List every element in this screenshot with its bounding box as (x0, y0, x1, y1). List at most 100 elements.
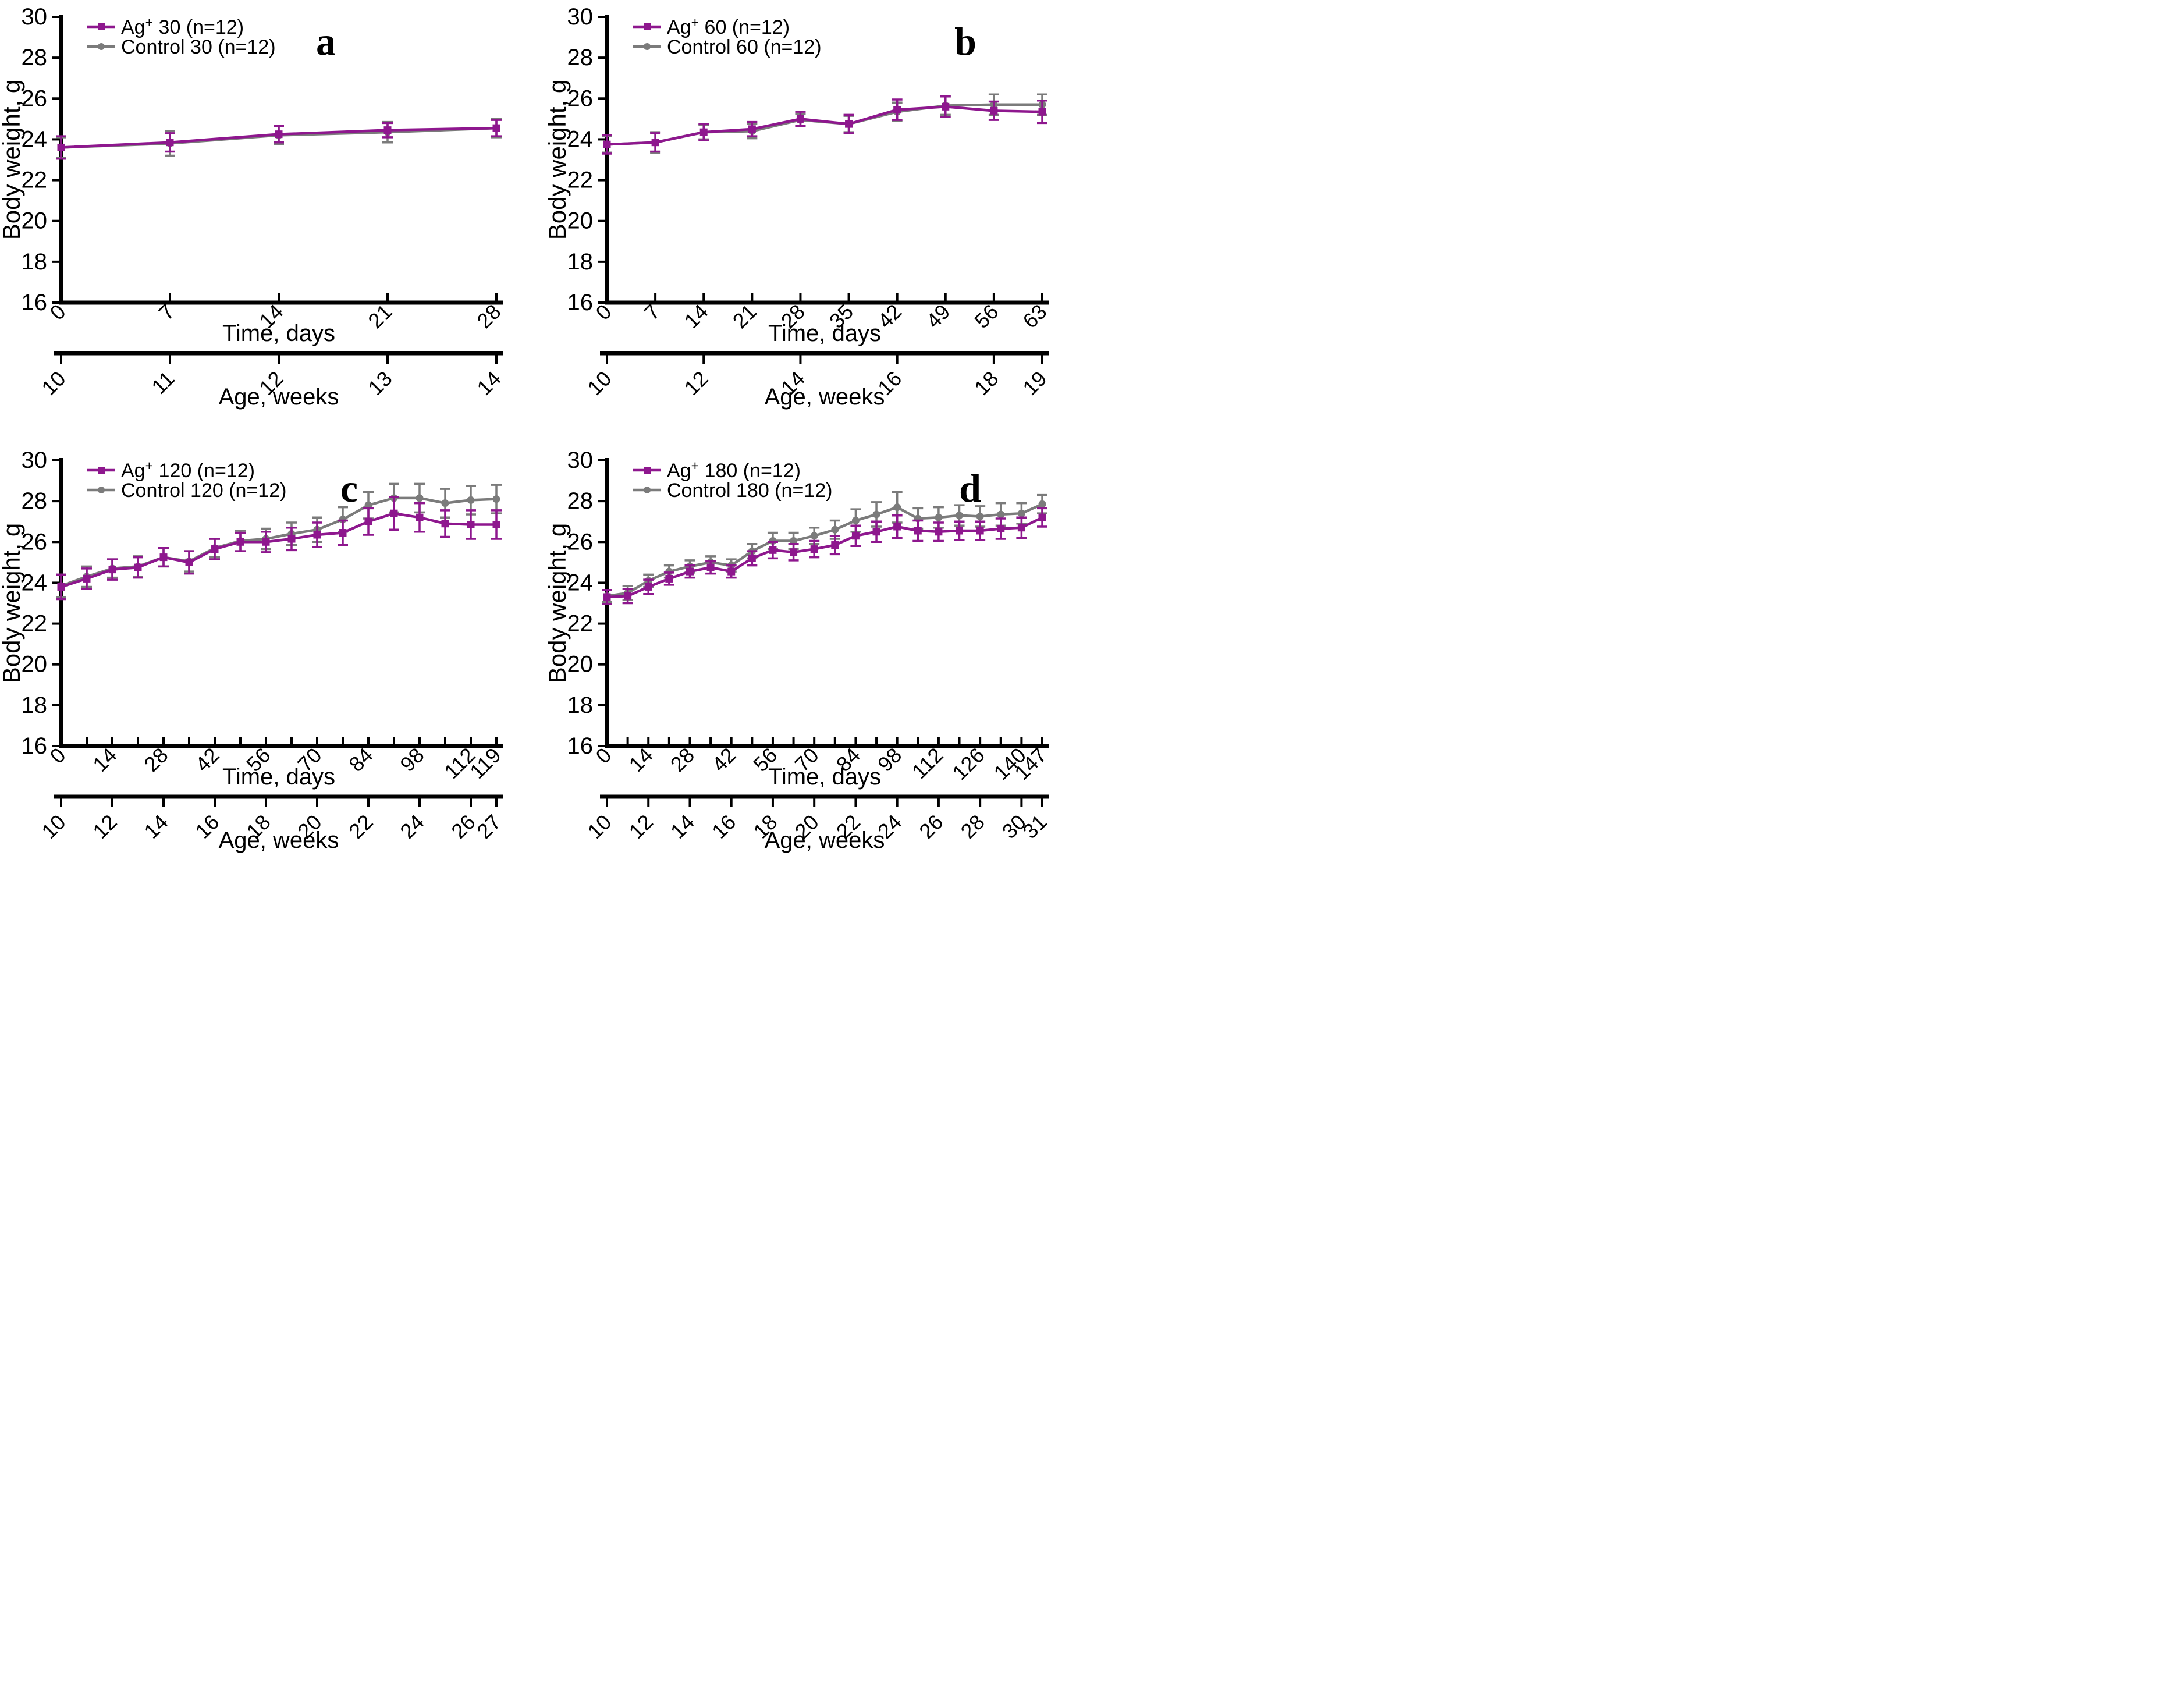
square-marker (990, 106, 998, 115)
panel-letter: d (959, 466, 981, 510)
circle-marker (893, 503, 901, 512)
legend-label-control: Control 120 (n=12) (121, 480, 286, 502)
square-marker (914, 527, 922, 535)
square-marker (845, 120, 853, 128)
series-line-treated (61, 512, 496, 588)
square-marker (872, 528, 880, 536)
y-tick-label: 24 (567, 126, 594, 152)
y-tick-label: 16 (22, 290, 48, 315)
age-tick-label: 14 (472, 367, 505, 400)
legend: Ag+ 120 (n=12)Control 120 (n=12) (87, 458, 286, 502)
circle-marker (997, 510, 1005, 519)
legend-square-marker (98, 467, 105, 474)
square-marker (1038, 108, 1046, 116)
time-tick-label: 126 (947, 743, 989, 784)
y-axis-title: Body weight, g (546, 523, 571, 684)
y-tick-label: 18 (22, 249, 48, 275)
y-tick-label: 28 (567, 45, 594, 70)
four-panel-figure: 16 18 20 22 24 26 28 30 Body weight, g 0 7 14 21 28 Ti… (0, 0, 1092, 854)
age-tick-label: 12 (624, 810, 658, 843)
time-axis-title: Time, days (768, 321, 881, 346)
circle-marker (364, 501, 372, 509)
square-marker (159, 553, 168, 562)
y-axis-title: Body weight, g (0, 523, 25, 684)
y-tick-label: 26 (567, 529, 594, 555)
square-marker (1038, 513, 1046, 521)
y-tick-label: 16 (22, 733, 48, 759)
age-tick-label: 12 (680, 367, 713, 400)
y-tick-label: 20 (22, 652, 48, 677)
square-marker (275, 130, 283, 139)
series-control (602, 93, 1047, 154)
square-marker (769, 546, 777, 554)
series-treated (56, 496, 502, 601)
square-marker (727, 567, 736, 576)
square-marker (997, 524, 1005, 532)
y-tick-label: 20 (567, 652, 594, 677)
y-tick-label: 18 (22, 693, 48, 718)
time-axis-title: Time, days (222, 321, 335, 346)
square-marker (893, 106, 901, 114)
age-tick-label: 31 (1018, 810, 1051, 843)
square-marker (57, 143, 65, 151)
square-marker (416, 513, 424, 521)
square-marker (796, 115, 804, 123)
age-tick-label: 10 (583, 810, 616, 843)
circle-marker (790, 537, 798, 545)
circle-marker (956, 512, 964, 520)
y-tick-label: 26 (22, 86, 48, 111)
circle-marker (935, 513, 943, 521)
y-tick-label: 28 (22, 488, 48, 514)
legend: Ag+ 60 (n=12)Control 60 (n=12) (633, 15, 822, 58)
legend-label-control: Control 180 (n=12) (667, 480, 832, 502)
series-line-control (606, 503, 1043, 598)
square-marker (492, 124, 500, 132)
y-tick-label: 22 (22, 168, 48, 193)
panel-letter: b (954, 19, 976, 63)
series-line-treated (606, 105, 1043, 146)
y-tick-label: 20 (22, 208, 48, 234)
square-marker (211, 545, 219, 553)
square-marker (492, 520, 500, 528)
age-tick-label: 18 (970, 367, 1003, 400)
legend-label-treated: Ag+ 30 (n=12) (121, 15, 244, 38)
y-tick-label: 28 (22, 45, 48, 70)
time-tick-label: 112 (907, 743, 948, 784)
series-treated (602, 507, 1047, 606)
age-tick-label: 12 (88, 810, 121, 843)
age-axis-title: Age, weeks (765, 384, 885, 410)
square-marker (108, 566, 116, 574)
square-marker (935, 528, 943, 536)
age-tick-label: 27 (472, 810, 505, 843)
square-marker (57, 583, 65, 591)
age-tick-label: 22 (344, 810, 377, 843)
square-marker (810, 545, 818, 553)
square-marker (339, 529, 347, 537)
y-tick-label: 20 (567, 208, 594, 234)
square-marker (748, 125, 756, 133)
square-marker (706, 563, 715, 571)
circle-marker (1017, 509, 1025, 517)
y-tick-label: 28 (567, 488, 594, 514)
age-tick-label: 14 (666, 810, 699, 843)
square-marker (383, 126, 392, 134)
square-marker (603, 593, 611, 601)
square-marker (956, 527, 964, 535)
legend-label-treated: Ag+ 120 (n=12) (121, 458, 255, 482)
square-marker (748, 554, 756, 562)
circle-marker (1038, 500, 1046, 508)
age-axis-title: Age, weeks (219, 384, 339, 410)
series-line-treated (606, 516, 1043, 599)
square-marker (83, 574, 91, 583)
age-tick-label: 10 (583, 367, 616, 400)
series-treated (56, 119, 502, 160)
square-marker (831, 541, 839, 549)
circle-marker (416, 494, 424, 502)
legend-circle-marker (98, 43, 105, 50)
legend-square-marker (644, 467, 651, 474)
circle-marker (851, 516, 860, 524)
square-marker (390, 509, 398, 517)
